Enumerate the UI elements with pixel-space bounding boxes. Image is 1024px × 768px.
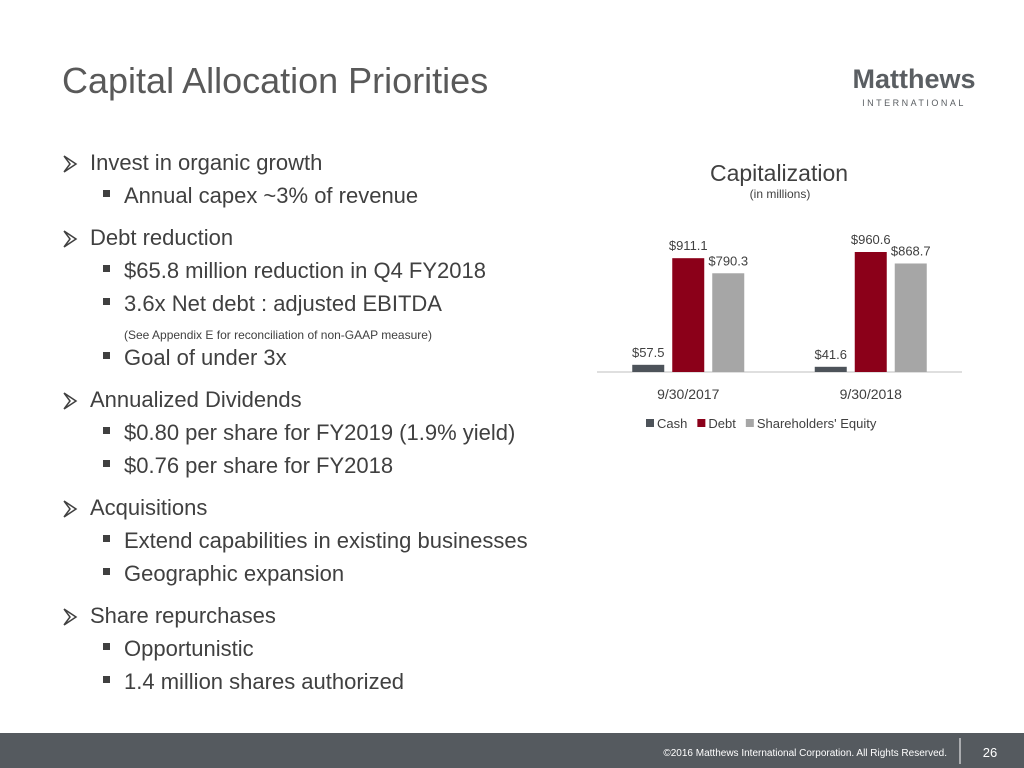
chart-title: Capitalization xyxy=(710,160,848,186)
square-bullet xyxy=(103,298,110,305)
copyright: ©2016 Matthews International Corporation… xyxy=(663,748,947,759)
sub-bullet-text: $65.8 million reduction in Q4 FY2018 xyxy=(124,258,486,283)
bullet-text: Share repurchases xyxy=(90,603,276,628)
bar xyxy=(814,366,847,372)
square-bullet xyxy=(103,265,110,272)
sub-bullet-text: Geographic expansion xyxy=(124,561,344,586)
value-label: $57.5 xyxy=(632,345,665,360)
bullet-text: Acquisitions xyxy=(90,495,207,520)
arrow-bullet xyxy=(63,500,78,518)
sub-bullet-text: $0.80 per share for FY2019 (1.9% yield) xyxy=(124,420,515,445)
bar xyxy=(712,273,745,372)
value-label: $911.1 xyxy=(669,238,708,253)
sub-bullet-text: Extend capabilities in existing business… xyxy=(124,528,528,553)
legend-marker xyxy=(745,419,754,427)
sub-bullet-text: 3.6x Net debt : adjusted EBITDA xyxy=(124,291,442,316)
x-tick-label: 9/30/2017 xyxy=(657,386,719,402)
bar xyxy=(672,258,705,372)
bar xyxy=(854,252,887,372)
square-bullet xyxy=(103,568,110,575)
logo-sub: INTERNATIONAL xyxy=(862,98,966,108)
square-bullet xyxy=(103,352,110,359)
value-label: $790.3 xyxy=(708,253,748,268)
sub-bullet-text: 1.4 million shares authorized xyxy=(124,669,404,694)
arrow-bullet xyxy=(63,392,78,410)
square-bullet xyxy=(103,676,110,683)
bullet-note: (See Appendix E for reconciliation of no… xyxy=(124,328,432,342)
slide-title: Capital Allocation Priorities xyxy=(62,60,488,101)
sub-bullet-text: Annual capex ~3% of revenue xyxy=(124,183,418,208)
value-label: $868.7 xyxy=(891,243,931,258)
bullet-text: Debt reduction xyxy=(90,225,233,250)
value-label: $41.6 xyxy=(814,347,847,362)
legend-label: Cash xyxy=(657,416,687,431)
legend-label: Debt xyxy=(708,416,736,431)
arrow-bullet xyxy=(63,608,78,626)
sub-bullet-text: Opportunistic xyxy=(124,636,254,661)
sub-bullet-text: $0.76 per share for FY2018 xyxy=(124,453,393,478)
bar xyxy=(894,263,927,372)
page-number: 26 xyxy=(983,745,997,760)
legend-marker xyxy=(697,419,706,427)
value-label: $960.6 xyxy=(851,232,891,247)
sub-bullet-text: Goal of under 3x xyxy=(124,345,287,370)
bullet-text: Annualized Dividends xyxy=(90,387,302,412)
legend-label: Shareholders' Equity xyxy=(757,416,877,431)
x-tick-label: 9/30/2018 xyxy=(840,386,902,402)
square-bullet xyxy=(103,427,110,434)
arrow-bullet xyxy=(63,230,78,248)
logo: Matthews xyxy=(852,64,975,94)
footer-bar xyxy=(0,733,1024,768)
square-bullet xyxy=(103,535,110,542)
square-bullet xyxy=(103,643,110,650)
legend-marker xyxy=(646,419,654,427)
arrow-bullet xyxy=(63,155,78,173)
bullet-text: Invest in organic growth xyxy=(90,150,322,175)
chart-subtitle: (in millions) xyxy=(750,187,811,201)
square-bullet xyxy=(103,190,110,197)
bar xyxy=(632,364,665,372)
square-bullet xyxy=(103,460,110,467)
